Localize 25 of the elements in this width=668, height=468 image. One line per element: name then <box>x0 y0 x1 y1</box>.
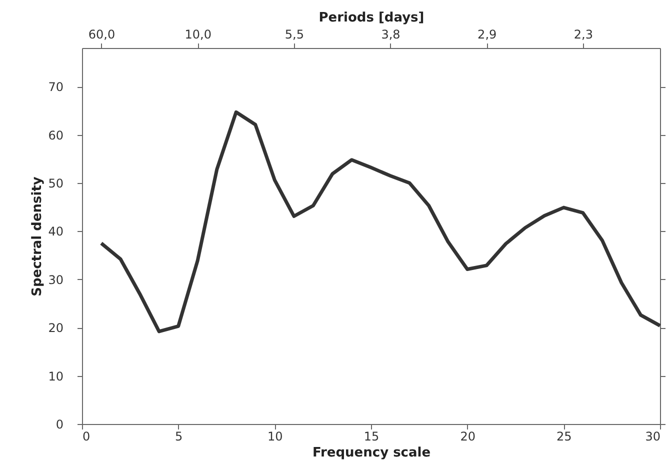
y-tick-label: 20 <box>48 321 64 336</box>
annotation: 60,0 <box>88 28 116 42</box>
y-tick-label: 0 <box>56 418 64 432</box>
y-tick-label: 70 <box>48 80 64 94</box>
x-tick-label: 0 <box>82 430 90 444</box>
x-tick-label: 30 <box>645 430 660 444</box>
annotation: 2,9 <box>478 28 497 42</box>
annotation: 10,0 <box>184 28 212 42</box>
annotation: 5,5 <box>284 28 304 42</box>
x2-axis-title: Periods [days] <box>318 10 424 26</box>
x-tick-label: 15 <box>364 430 380 444</box>
x-tick-label: 5 <box>175 430 183 444</box>
x-tick-label: 10 <box>268 430 283 444</box>
y-tick-label: 10 <box>48 369 64 384</box>
y-axis-title: Spectral density <box>30 176 46 296</box>
x-tick-label: 25 <box>556 430 572 444</box>
x-tick-label: 20 <box>460 430 476 444</box>
x-axis-title: Frequency scale <box>312 446 431 460</box>
y-tick-label: 50 <box>48 176 64 190</box>
y-tick-label: 30 <box>48 272 64 287</box>
y-tick-label: 60 <box>48 128 64 142</box>
annotation: 2,3 <box>574 28 593 42</box>
annotation: 3,8 <box>381 28 400 42</box>
line-series <box>100 110 662 334</box>
y-tick-label: 40 <box>48 224 64 239</box>
